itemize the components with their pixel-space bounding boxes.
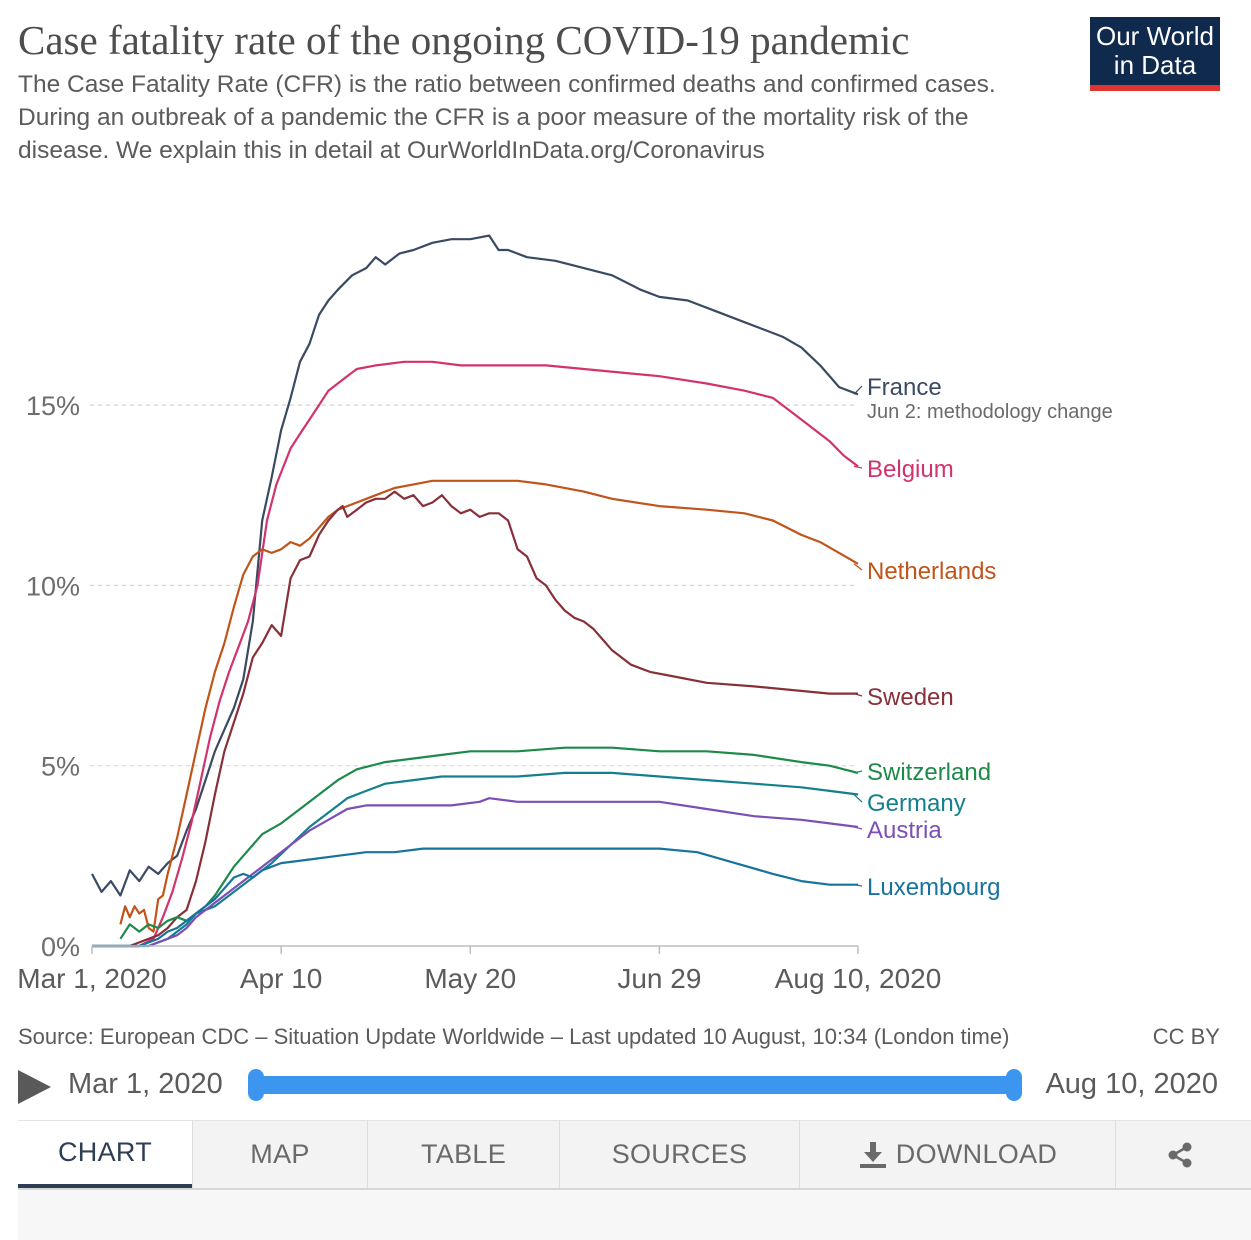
series-label-austria[interactable]: Austria bbox=[867, 817, 942, 844]
tab-sources[interactable]: SOURCES bbox=[559, 1120, 799, 1188]
series-line-switzerland[interactable] bbox=[119, 746, 859, 940]
series-label-france[interactable]: France bbox=[867, 374, 942, 401]
x-tick-label: May 20 bbox=[424, 963, 516, 994]
share-icon bbox=[1168, 1142, 1191, 1167]
y-tick-label: 5% bbox=[41, 752, 80, 782]
tab-table[interactable]: TABLE bbox=[367, 1120, 559, 1188]
series-line-netherlands[interactable] bbox=[119, 479, 859, 933]
series-label-switzerland[interactable]: Switzerland bbox=[867, 759, 991, 786]
x-tick-label: Mar 1, 2020 bbox=[17, 963, 166, 994]
timeline-start-label: Mar 1, 2020 bbox=[68, 1068, 223, 1100]
chart-subtitle: The Case Fatality Rate (CFR) is the rati… bbox=[18, 71, 996, 164]
chart-title: Case fatality rate of the ongoing COVID-… bbox=[18, 17, 910, 63]
tab-map-label: MAP bbox=[250, 1139, 310, 1169]
tab-sources-label: SOURCES bbox=[611, 1139, 748, 1169]
timeline-track[interactable] bbox=[255, 1076, 1015, 1094]
y-tick-label: 10% bbox=[26, 571, 80, 601]
tab-content-area bbox=[18, 1190, 1251, 1240]
x-tick-label: Apr 10 bbox=[240, 963, 323, 994]
series-label-germany[interactable]: Germany bbox=[867, 790, 966, 817]
series-label-belgium[interactable]: Belgium bbox=[867, 456, 954, 483]
y-tick-label: 0% bbox=[41, 932, 80, 962]
series-line-germany[interactable] bbox=[92, 771, 859, 948]
tab-chart-label: CHART bbox=[57, 1137, 152, 1167]
x-tick-label: Jun 29 bbox=[617, 963, 701, 994]
source-note: Source: European CDC – Situation Update … bbox=[18, 1024, 1010, 1049]
series-line-sweden[interactable] bbox=[129, 490, 858, 948]
license-link[interactable]: CC BY bbox=[1152, 1024, 1220, 1049]
x-tick-label: Aug 10, 2020 bbox=[775, 963, 942, 994]
series-label-connector bbox=[853, 385, 863, 395]
play-icon[interactable] bbox=[18, 1070, 51, 1104]
series-line-austria[interactable] bbox=[148, 797, 859, 948]
series-label-connector bbox=[853, 563, 863, 571]
series-label-connector bbox=[853, 693, 863, 697]
logo-line-2: in Data bbox=[1113, 50, 1197, 80]
logo-line-1: Our World bbox=[1096, 21, 1214, 51]
tab-bar: CHART MAP TABLE SOURCES DOWNLOAD bbox=[18, 1120, 1251, 1190]
timeline: Mar 1, 2020 Aug 10, 2020 bbox=[0, 1060, 1251, 1116]
series-line-france[interactable] bbox=[91, 234, 859, 897]
series-label-connector bbox=[853, 826, 863, 830]
series-label-connector bbox=[853, 465, 863, 469]
series-label-netherlands[interactable]: Netherlands bbox=[867, 558, 996, 585]
series-line-belgium[interactable] bbox=[92, 360, 859, 948]
series-label-connector bbox=[853, 884, 863, 887]
series-label-connector bbox=[853, 794, 863, 803]
timeline-start-handle[interactable] bbox=[248, 1069, 264, 1101]
owid-logo[interactable]: Our World in Data bbox=[1090, 17, 1220, 91]
series-label-connector bbox=[853, 770, 863, 774]
series-label-luxembourg[interactable]: Luxembourg bbox=[867, 874, 1000, 901]
timeline-end-handle[interactable] bbox=[1006, 1069, 1022, 1101]
tab-chart[interactable]: CHART bbox=[18, 1120, 192, 1188]
tab-download[interactable]: DOWNLOAD bbox=[799, 1120, 1115, 1188]
tab-download-label: DOWNLOAD bbox=[895, 1139, 1058, 1169]
tab-share[interactable] bbox=[1115, 1120, 1251, 1188]
timeline-end-label: Aug 10, 2020 bbox=[1045, 1068, 1218, 1100]
series-line-luxembourg[interactable] bbox=[92, 847, 858, 948]
download-icon bbox=[859, 1141, 886, 1168]
y-tick-label: 15% bbox=[26, 391, 80, 421]
tab-table-label: TABLE bbox=[420, 1139, 507, 1169]
tab-map[interactable]: MAP bbox=[192, 1120, 367, 1188]
series-label-sweden[interactable]: Sweden bbox=[867, 684, 954, 711]
series-annotation: Jun 2: methodology change bbox=[867, 401, 1113, 423]
